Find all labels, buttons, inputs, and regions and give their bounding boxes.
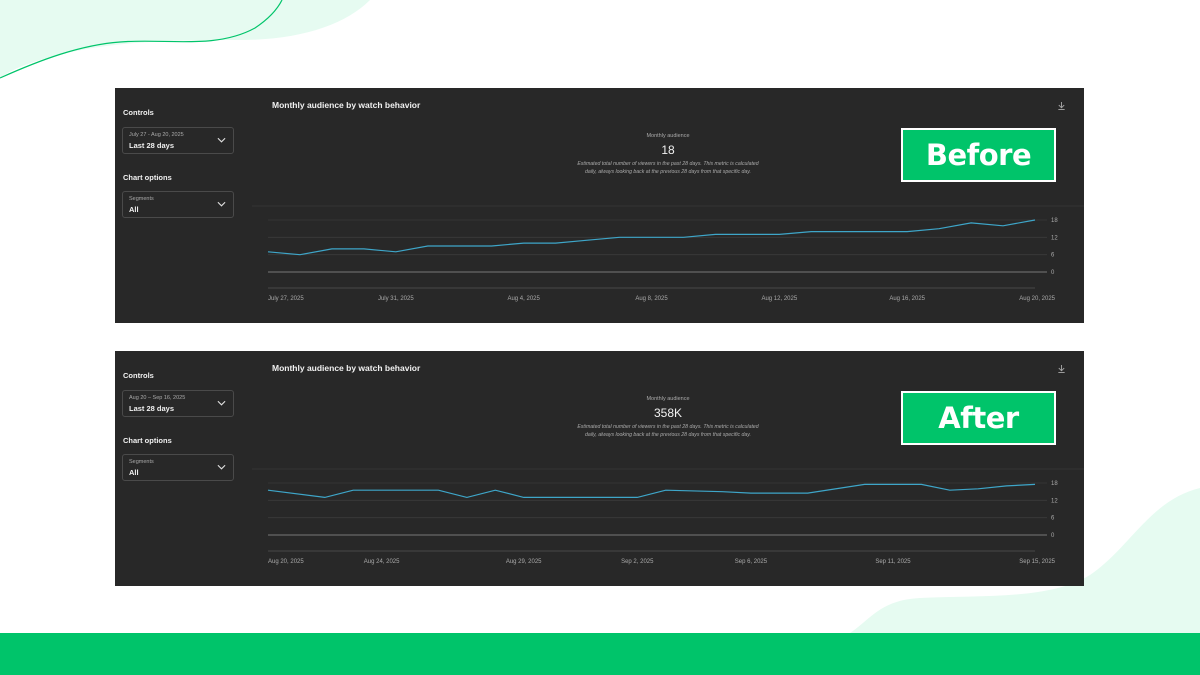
x-tick-label: Sep 15, 2025 (1019, 559, 1055, 565)
y-tick-label: 6 (1051, 516, 1055, 522)
analytics-panel-before: Controls July 27 - Aug 20, 2025 Last 28 … (115, 88, 1084, 323)
metric-label: Monthly audience (646, 133, 690, 139)
x-tick-label: July 31, 2025 (378, 296, 414, 302)
segments-label: Segments (129, 196, 154, 202)
metric-description: Estimated total number of viewers in the… (577, 161, 759, 175)
controls-heading: Controls (123, 108, 154, 117)
x-tick-label: Aug 4, 2025 (507, 296, 540, 302)
series-line (267, 483, 1036, 499)
segments-value: All (129, 205, 139, 214)
metric-label: Monthly audience (646, 396, 690, 402)
y-tick-label: 12 (1051, 498, 1058, 504)
controls-heading: Controls (123, 371, 154, 380)
x-tick-label: Sep 6, 2025 (735, 559, 768, 565)
x-tick-label: July 27, 2025 (268, 296, 304, 302)
chart-title: Monthly audience by watch behavior (272, 363, 421, 373)
x-tick-label: Aug 20, 2025 (1019, 296, 1055, 302)
y-tick-label: 12 (1051, 235, 1058, 241)
footer-bar (0, 633, 1200, 675)
x-tick-label: Aug 29, 2025 (506, 559, 542, 565)
y-tick-label: 18 (1051, 218, 1058, 224)
date-range-value: Last 28 days (129, 141, 175, 150)
x-tick-label: Sep 2, 2025 (621, 559, 654, 565)
y-tick-label: 0 (1051, 533, 1055, 539)
metric-value: 358K (653, 406, 683, 420)
segments-value: All (129, 468, 139, 477)
metric-description: Estimated total number of viewers in the… (577, 424, 759, 438)
chart-title: Monthly audience by watch behavior (272, 100, 421, 110)
date-range-dates: Aug 20 – Sep 16, 2025 (129, 395, 186, 401)
x-tick-label: Sep 11, 2025 (875, 559, 911, 565)
chart-options-heading: Chart options (123, 173, 172, 182)
x-tick-label: Aug 20, 2025 (268, 559, 304, 565)
badge-label: After (903, 393, 1054, 443)
x-tick-label: Aug 24, 2025 (364, 559, 400, 565)
chart-options-heading: Chart options (123, 436, 172, 445)
after-badge: After (901, 391, 1056, 445)
chevron-down-icon (217, 201, 226, 207)
date-range-dates: July 27 - Aug 20, 2025 (129, 132, 184, 138)
line-chart: 0 6 12 18 July 27, 2025 July 31, 2025 Aug 4, 2… (252, 205, 1084, 302)
y-tick-label: 18 (1051, 481, 1058, 487)
x-tick-label: Aug 8, 2025 (635, 296, 668, 302)
x-tick-label: Aug 16, 2025 (889, 296, 925, 302)
y-tick-label: 6 (1051, 253, 1055, 259)
badge-label: Before (903, 130, 1054, 180)
line-chart: 0 6 12 18 Aug 20, 2025 Aug 24, 2025 Aug 29, 20… (252, 468, 1084, 565)
x-tick-label: Aug 12, 2025 (761, 296, 797, 302)
sidebar: Controls July 27 - Aug 20, 2025 Last 28 … (115, 88, 255, 323)
series-line (267, 219, 1036, 256)
segments-label: Segments (129, 459, 154, 465)
top-left-wave-line (0, 0, 283, 79)
top-left-wave (0, 0, 370, 78)
date-range-value: Last 28 days (129, 404, 175, 413)
y-tick-label: 0 (1051, 270, 1055, 276)
analytics-panel-after: Controls Aug 20 – Sep 16, 2025 Last 28 d… (115, 351, 1084, 586)
chevron-down-icon (217, 400, 226, 406)
chevron-down-icon (217, 137, 226, 143)
download-icon[interactable] (1057, 101, 1066, 111)
date-range-select[interactable]: Aug 20 – Sep 16, 2025 Last 28 days (122, 390, 234, 417)
sidebar: Controls Aug 20 – Sep 16, 2025 Last 28 d… (115, 351, 255, 586)
segments-select[interactable]: Segments All (122, 191, 234, 218)
date-range-select[interactable]: July 27 - Aug 20, 2025 Last 28 days (122, 127, 234, 154)
metric-value: 18 (661, 143, 675, 157)
download-icon[interactable] (1057, 364, 1066, 374)
chevron-down-icon (217, 464, 226, 470)
before-badge: Before (901, 128, 1056, 182)
segments-select[interactable]: Segments All (122, 454, 234, 481)
